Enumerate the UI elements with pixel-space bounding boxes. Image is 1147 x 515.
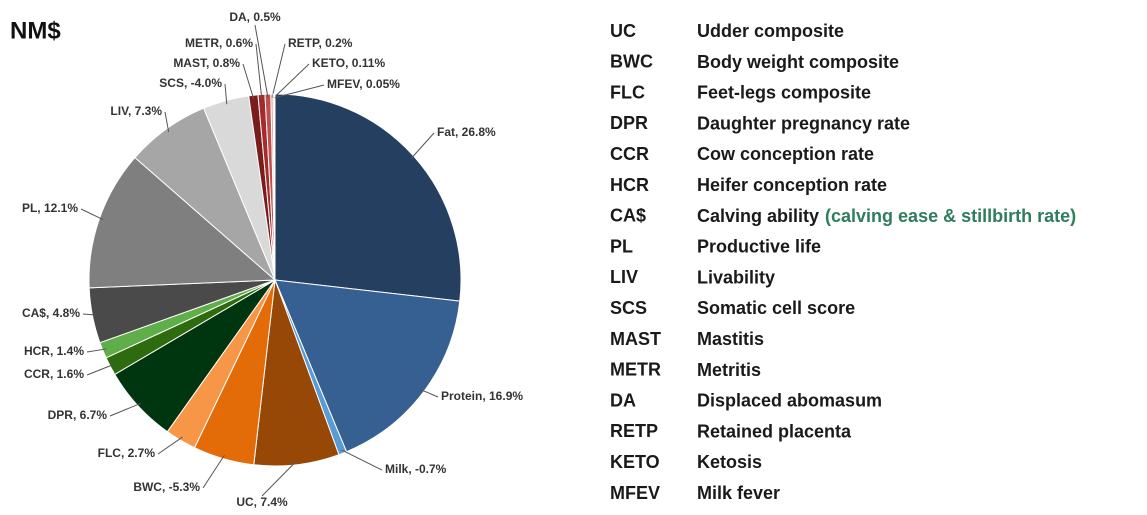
description: Body weight composite: [697, 52, 899, 72]
description: Mastitis: [697, 329, 764, 349]
description-text: Udder composite: [697, 21, 844, 41]
data-label: CA$, 4.8%: [22, 306, 80, 320]
leader-line: [273, 63, 310, 99]
description-text: Milk fever: [697, 483, 780, 503]
abbreviation-table: UC Udder composite BWC Body weight composit…: [610, 21, 1076, 503]
data-label: Milk, -0.7%: [385, 462, 447, 476]
data-label: DA, 0.5%: [229, 10, 281, 24]
abbreviation: CCR: [610, 144, 649, 164]
abbreviation: SCS: [610, 298, 647, 318]
leader-line: [109, 402, 141, 417]
leader-line: [202, 454, 225, 489]
abbreviation: FLC: [610, 82, 645, 102]
data-label: KETO, 0.11%: [312, 56, 385, 70]
leader-line: [420, 389, 439, 398]
leader-line: [224, 83, 228, 105]
description-text: Somatic cell score: [697, 298, 855, 318]
description-text: Cow conception rate: [697, 144, 874, 164]
data-label: FLC, 2.7%: [98, 446, 156, 460]
data-label: DPR, 6.7%: [48, 408, 108, 422]
leader-line: [82, 313, 97, 316]
leader-line: [86, 348, 107, 353]
data-label: METR, 0.6%: [185, 36, 253, 50]
description: Daughter pregnancy rate: [697, 113, 910, 133]
description: Livability: [697, 267, 775, 287]
pie-slice: [274, 93, 462, 302]
description: Ketosis: [697, 452, 762, 472]
description-text: Retained placenta: [697, 421, 852, 441]
data-label: SCS, -4.0%: [159, 76, 222, 90]
description-text: Feet-legs composite: [697, 82, 871, 102]
abbreviation: DPR: [610, 113, 648, 133]
leader-line: [261, 460, 297, 497]
data-label: RETP, 0.2%: [288, 36, 353, 50]
description-text: Productive life: [697, 236, 821, 256]
description: Feet-legs composite: [697, 82, 871, 102]
pie-slice: [274, 279, 461, 453]
leader-line: [242, 63, 255, 100]
pie-slice: [273, 93, 276, 281]
data-label: MAST, 0.8%: [173, 56, 240, 70]
description-text: Daughter pregnancy rate: [697, 113, 910, 133]
data-label: Protein, 16.9%: [441, 389, 523, 403]
abbreviation: CA$: [610, 206, 646, 226]
leader-line: [164, 111, 170, 133]
leader-line: [86, 364, 114, 376]
leader-line: [80, 208, 104, 220]
abbreviation: PL: [610, 236, 633, 256]
leader-line: [255, 43, 263, 99]
description: Calving ability (calving ease & stillbirt…: [697, 206, 1076, 226]
data-label: UC, 7.4%: [236, 495, 288, 509]
description-note: (calving ease & stillbirth rate): [825, 206, 1076, 226]
description: Metritis: [697, 360, 761, 380]
data-label: HCR, 1.4%: [24, 344, 84, 358]
description: Heifer conception rate: [697, 175, 887, 195]
description: Productive life: [697, 236, 821, 256]
leader-line: [254, 24, 269, 98]
description: Retained placenta: [697, 421, 852, 441]
description-text: Metritis: [697, 360, 761, 380]
description-text: Displaced abomasum: [697, 390, 882, 410]
abbreviation: DA: [610, 390, 636, 410]
leader-line: [271, 43, 286, 98]
data-label: CCR, 1.6%: [24, 367, 84, 381]
description: Udder composite: [697, 21, 844, 41]
abbreviation: BWC: [610, 52, 653, 72]
leader-line: [157, 436, 183, 455]
abbreviation: METR: [610, 360, 661, 380]
abbreviation: LIV: [610, 267, 638, 287]
description: Cow conception rate: [697, 144, 874, 164]
abbreviation: RETP: [610, 421, 658, 441]
chart-title: NM$: [10, 17, 61, 44]
data-label: PL, 12.1%: [22, 201, 78, 215]
data-label: Fat, 26.8%: [437, 125, 496, 139]
abbreviation: KETO: [610, 452, 660, 472]
leader-line: [410, 132, 435, 159]
abbreviation: UC: [610, 21, 636, 41]
description: Milk fever: [697, 483, 780, 503]
description-text: Body weight composite: [697, 52, 899, 72]
abbreviation: HCR: [610, 175, 649, 195]
description-text: Calving ability: [697, 206, 819, 226]
leader-line: [274, 84, 325, 99]
description: Displaced abomasum: [697, 390, 882, 410]
description-text: Mastitis: [697, 329, 764, 349]
abbreviation: MAST: [610, 329, 661, 349]
description-text: Ketosis: [697, 452, 762, 472]
abbreviation: MFEV: [610, 483, 660, 503]
data-label: LIV, 7.3%: [110, 104, 162, 118]
description-text: Heifer conception rate: [697, 175, 887, 195]
data-label: MFEV, 0.05%: [327, 77, 400, 91]
leader-line: [341, 449, 383, 471]
pie: Fat, 26.8% Protein, 16.9% Milk, -0.7% UC, 7…: [22, 10, 523, 509]
data-label: BWC, -5.3%: [133, 480, 200, 494]
description: Somatic cell score: [697, 298, 855, 318]
description-text: Livability: [697, 267, 775, 287]
